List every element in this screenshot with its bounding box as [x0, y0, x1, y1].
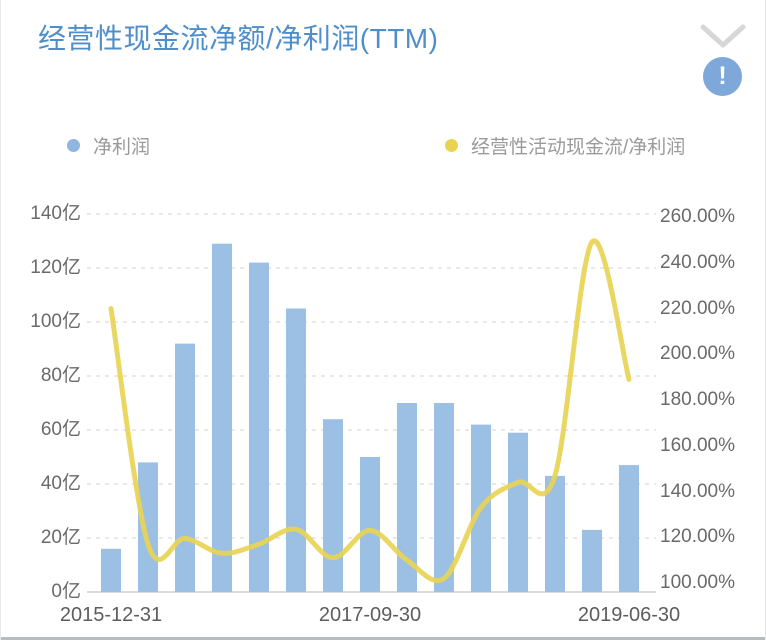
y-axis-label-right: 120.00% [660, 526, 736, 548]
bottom-divider [1, 637, 765, 640]
bar-net-profit[interactable] [545, 475, 565, 592]
bar-net-profit[interactable] [323, 419, 343, 592]
legend-dot-yellow [445, 139, 458, 152]
y-axis-label-right: 200.00% [660, 343, 736, 365]
info-icon[interactable]: ! [703, 57, 742, 96]
y-axis-label-right: 100.00% [660, 572, 736, 593]
bar-net-profit[interactable] [138, 462, 158, 592]
bar-net-profit[interactable] [619, 465, 639, 592]
bar-net-profit[interactable] [434, 403, 454, 592]
bar-net-profit[interactable] [582, 529, 602, 592]
bar-net-profit[interactable] [286, 308, 306, 593]
y-axis-label-left: 40亿 [40, 473, 81, 494]
x-axis-label: 2017-09-30 [318, 604, 422, 626]
line-cashflow-ratio[interactable] [108, 238, 632, 583]
y-axis-label-left: 120亿 [30, 257, 81, 278]
y-axis-label-left: 20亿 [40, 527, 81, 548]
bar-net-profit[interactable] [508, 432, 528, 592]
legend-item-net-profit[interactable]: 净利润 [67, 132, 150, 159]
x-axis-label: 2019-06-30 [577, 604, 681, 626]
y-axis-label-left: 100亿 [30, 311, 81, 332]
combo-chart-plot [87, 213, 656, 593]
x-axis-label: 2015-12-31 [59, 604, 163, 626]
bar-net-profit[interactable] [397, 403, 417, 592]
legend-item-cashflow-ratio[interactable]: 经营性活动现金流/净利润 [445, 132, 685, 159]
legend-dot-blue [67, 139, 80, 152]
y-axis-label-left: 80亿 [40, 365, 81, 386]
bar-net-profit[interactable] [175, 343, 195, 592]
y-axis-label-left: 140亿 [30, 203, 81, 224]
chevron-down-icon[interactable] [699, 24, 747, 50]
bar-net-profit[interactable] [249, 262, 269, 592]
bar-net-profit[interactable] [360, 457, 380, 592]
bar-net-profit[interactable] [212, 243, 232, 592]
bar-net-profit[interactable] [101, 548, 121, 592]
y-axis-label-right: 180.00% [660, 389, 736, 410]
y-axis-label-right: 240.00% [660, 251, 736, 273]
legend-label: 经营性活动现金流/净利润 [471, 137, 686, 158]
y-axis-label-right: 140.00% [660, 480, 736, 502]
y-axis-label-right: 220.00% [660, 297, 736, 319]
y-axis-label-right: 260.00% [660, 206, 736, 227]
legend-label: 净利润 [93, 137, 151, 158]
y-axis-label-right: 160.00% [660, 434, 736, 456]
y-axis-label-left: 0亿 [51, 581, 81, 602]
y-axis-label-left: 60亿 [40, 419, 81, 440]
chart-title: 经营性现金流净额/净利润(TTM) [38, 23, 439, 54]
